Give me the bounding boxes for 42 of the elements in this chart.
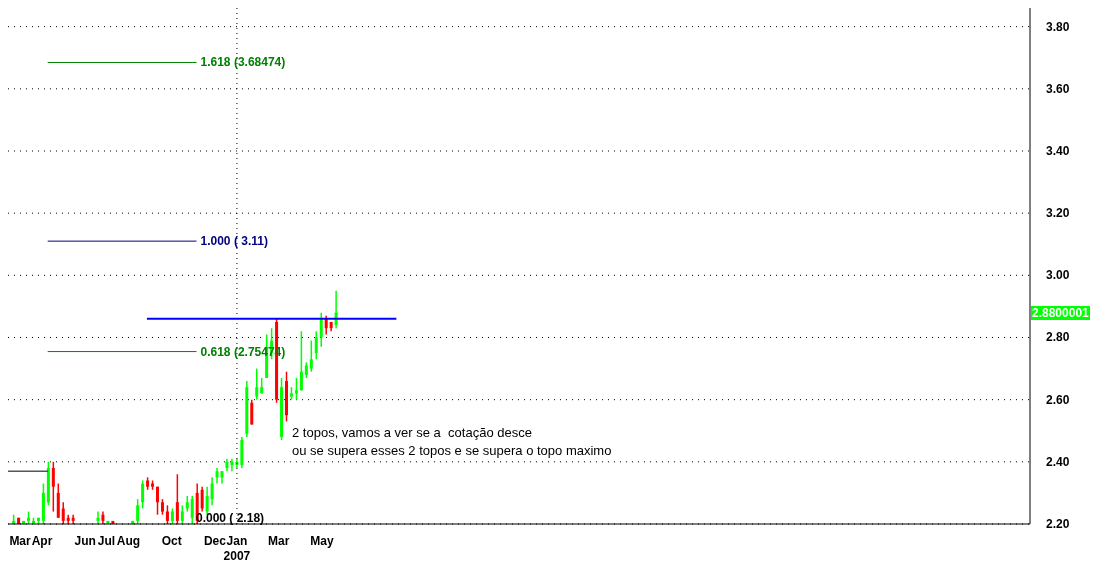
x-tick-label: May — [310, 534, 334, 548]
y-tick-label: 2.20 — [1046, 517, 1070, 531]
y-tick-label: 2.80 — [1046, 330, 1070, 345]
candlestick — [314, 330, 318, 360]
y-tick-label: 3.60 — [1046, 81, 1070, 96]
candlestick — [294, 377, 298, 401]
series-label: 1.000 ( 3.11) — [200, 234, 268, 249]
x-tick-label: Apr — [31, 534, 53, 548]
candlestick — [180, 504, 184, 524]
candlestick — [210, 476, 214, 507]
candlestick — [230, 457, 234, 472]
series-label: 1.618 (3.68474) — [200, 55, 286, 70]
y-tick-label: 3.80 — [1046, 19, 1070, 34]
candlestick — [156, 485, 160, 516]
candlestick — [299, 330, 303, 392]
y-tick-label: 3.20 — [1046, 206, 1070, 221]
candlestick — [309, 339, 313, 373]
candlestick — [136, 498, 140, 524]
x-tick-label: Aug — [116, 534, 141, 548]
candlestick — [200, 485, 204, 513]
candlestick — [165, 504, 169, 524]
candlestick — [141, 479, 145, 510]
y-tick-label: 2.40 — [1046, 454, 1070, 469]
candlestick — [61, 501, 65, 524]
x-tick-label: Jun — [74, 534, 96, 548]
y-tick-label: 3.00 — [1046, 268, 1070, 283]
candlestick — [27, 510, 31, 524]
candlestick — [51, 461, 55, 513]
x-tick-label: Jul — [97, 534, 116, 548]
text: 2.8800001 — [1031, 305, 1090, 320]
candlestick — [175, 473, 179, 524]
x-tick-label: Mar — [268, 534, 290, 548]
x-tick-label: Oct — [161, 534, 182, 548]
candlestick — [319, 311, 323, 348]
y-tick-label: 2.60 — [1046, 392, 1070, 407]
annotation: 2 topos, vamos a ver se a cotação desce ou se supera esses 2 topos e se supera o topo maximo — [292, 424, 612, 460]
y-tick-label: 3.40 — [1046, 143, 1070, 158]
x-tick-label: Mar — [9, 534, 32, 548]
candlestick — [190, 495, 194, 524]
candlestick — [255, 367, 259, 401]
candlestick — [250, 398, 254, 426]
candlestick — [285, 370, 288, 423]
